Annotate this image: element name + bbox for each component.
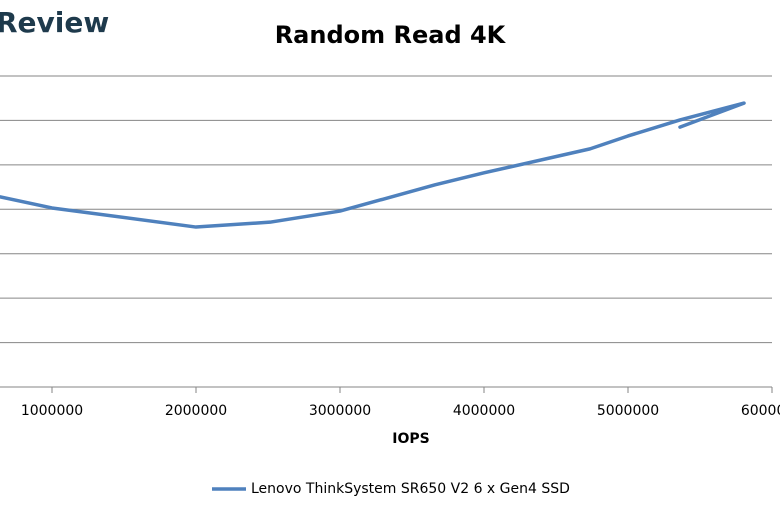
x-tick-label: 2000000 <box>165 403 227 419</box>
x-tick-label: 3000000 <box>309 403 371 419</box>
legend-label: Lenovo ThinkSystem SR650 V2 6 x Gen4 SSD <box>251 481 570 497</box>
x-tick-label: 6000000 <box>741 403 780 419</box>
x-tick-label: 1000000 <box>21 403 83 419</box>
x-tick-label: 4000000 <box>453 403 515 419</box>
x-tick-label: 5000000 <box>597 403 659 419</box>
chart-title: Random Read 4K <box>275 21 507 49</box>
x-axis-label: IOPS <box>392 431 429 447</box>
watermark: Review <box>0 6 109 39</box>
series-line <box>0 101 746 229</box>
